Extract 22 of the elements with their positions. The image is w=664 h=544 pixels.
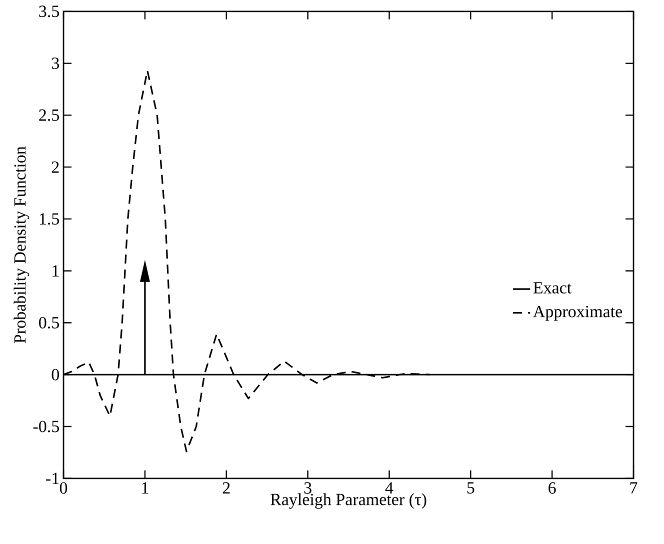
legend-label: Exact — [533, 282, 572, 294]
x-tick-label: 6 — [548, 482, 556, 494]
x-tick-label: 1 — [142, 482, 148, 494]
y-tick-label: 0.5 — [39, 317, 59, 329]
y-tick-label: 3.5 — [39, 6, 59, 18]
x-tick-label: 0 — [60, 482, 68, 494]
x-tick-label: 5 — [467, 482, 474, 494]
y-tick-label: 1 — [52, 265, 59, 277]
y-tick-label: -0.5 — [33, 420, 59, 432]
legend-label: Approximate — [533, 306, 622, 321]
x-tick-label: 7 — [630, 482, 638, 494]
x-tick-label: 3 — [304, 482, 312, 494]
y-tick-label: -1 — [46, 472, 59, 484]
y-tick-label: 2 — [52, 162, 59, 173]
y-tick-label: 2.5 — [39, 110, 59, 122]
y-tick-label: 1.5 — [40, 213, 59, 225]
y-tick-label: 0 — [52, 369, 60, 380]
y-axis-title: Probability Density Function — [14, 146, 30, 344]
x-axis-title: Rayleigh Parameter (τ) — [270, 493, 426, 509]
x-tick-label: 4 — [385, 482, 394, 494]
x-tick-label: 2 — [222, 482, 230, 494]
y-tick-label: 3 — [52, 58, 59, 70]
